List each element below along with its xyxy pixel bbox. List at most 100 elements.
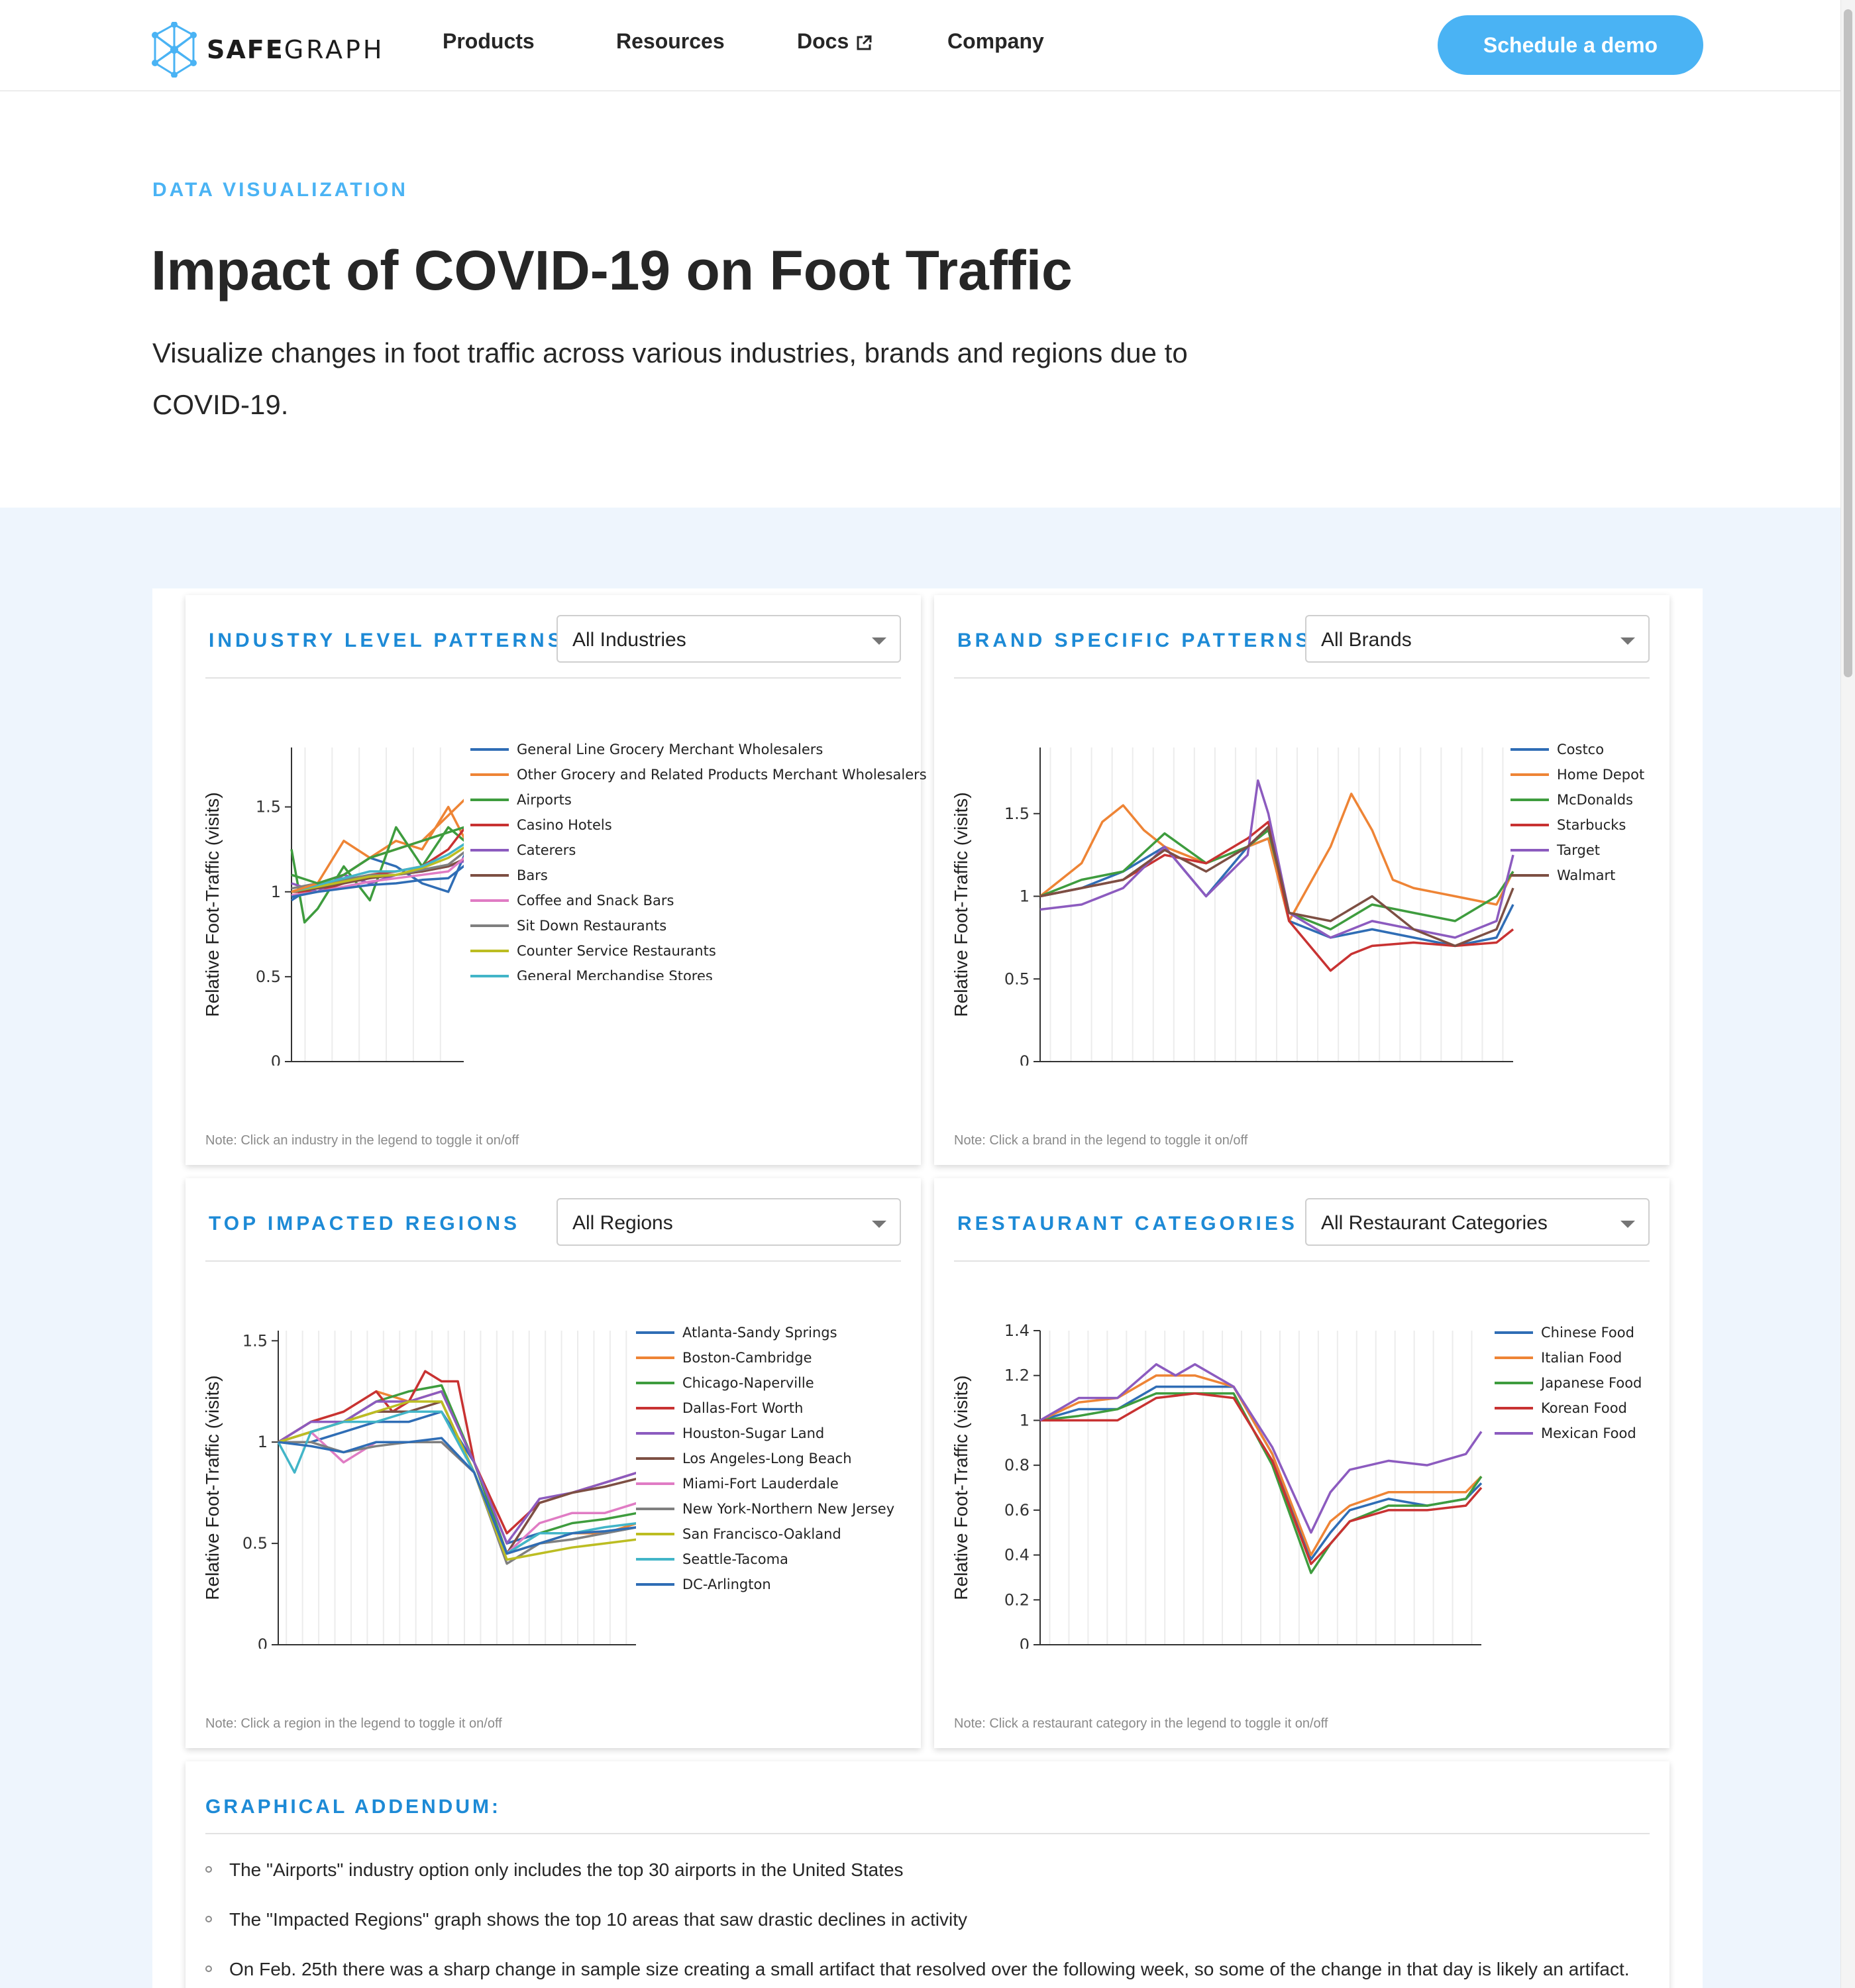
region-select[interactable]: All Regions bbox=[556, 1198, 901, 1246]
legend-swatch bbox=[636, 1482, 674, 1485]
legend-swatch bbox=[636, 1508, 674, 1510]
legend-item[interactable]: Airports bbox=[470, 787, 927, 812]
external-link-icon bbox=[857, 35, 872, 50]
safegraph-logo[interactable]: SAFEGRAPH bbox=[151, 20, 385, 80]
logo-network-icon bbox=[152, 22, 197, 78]
legend-item[interactable]: McDonalds bbox=[1510, 787, 1644, 812]
series-line bbox=[1039, 779, 1514, 939]
chevron-down-icon bbox=[1620, 1221, 1635, 1228]
industry-chart[interactable]: Feb 1Mar 1Apr 1May 1Jun 1Jul 1Aug 1Sep 1… bbox=[186, 721, 464, 1066]
legend-item[interactable]: Caterers bbox=[470, 838, 927, 863]
y-tick-label: 0 bbox=[271, 1052, 281, 1066]
legend-item[interactable]: Home Depot bbox=[1510, 762, 1644, 787]
top-nav: SAFEGRAPH Products Resources Docs Compan… bbox=[0, 0, 1840, 91]
region-chart[interactable]: Feb 1Mar 1Apr 1May 1Jun 1Jul 1Aug 1Sep 1… bbox=[186, 1304, 636, 1649]
series-line bbox=[291, 864, 464, 899]
legend-item[interactable]: Casino Hotels bbox=[470, 812, 927, 838]
legend-item[interactable]: Chicago-Naperville bbox=[636, 1370, 894, 1396]
legend-item[interactable]: Boston-Cambridge bbox=[636, 1345, 894, 1370]
brand-select[interactable]: All Brands bbox=[1305, 615, 1650, 663]
restaurant-legend: Chinese Food Italian Food Japanese Food Kor… bbox=[1495, 1320, 1642, 1446]
region-card-title: TOP IMPACTED REGIONS bbox=[209, 1213, 521, 1235]
legend-item[interactable]: Chinese Food bbox=[1495, 1320, 1642, 1345]
y-tick-label: 0 bbox=[1020, 1635, 1030, 1649]
legend-swatch bbox=[1495, 1407, 1533, 1409]
bullet-icon bbox=[205, 1865, 212, 1873]
legend-item[interactable]: Atlanta-Sandy Springs bbox=[636, 1320, 894, 1345]
legend-item[interactable]: Other Grocery and Related Products Merch… bbox=[470, 762, 927, 787]
legend-label: Italian Food bbox=[1541, 1350, 1622, 1366]
legend-item[interactable]: Coffee and Snack Bars bbox=[470, 888, 927, 913]
legend-item[interactable]: Japanese Food bbox=[1495, 1370, 1642, 1396]
legend-label: Bars bbox=[517, 867, 548, 883]
legend-swatch bbox=[636, 1407, 674, 1409]
restaurant-chart[interactable]: Feb 1Mar 1Apr 1May 1Jun 1Jul 1Aug 1Sep 1… bbox=[934, 1304, 1497, 1649]
brand-select-value: All Brands bbox=[1321, 629, 1412, 651]
legend-item[interactable]: Target bbox=[1510, 838, 1644, 863]
brand-chart[interactable]: Feb 1Mar 1Apr 1May 1Jun 1Jul 1Aug 1Sep 1… bbox=[934, 721, 1517, 1066]
nav-resources[interactable]: Resources bbox=[616, 29, 725, 53]
nav-company[interactable]: Company bbox=[947, 29, 1044, 53]
addendum-item: The "Impacted Regions" graph shows the t… bbox=[205, 1909, 967, 1930]
addendum-item: The "Airports" industry option only incl… bbox=[205, 1859, 904, 1881]
legend-item[interactable]: New York-Northern New Jersey bbox=[636, 1496, 894, 1521]
series-line bbox=[1039, 820, 1514, 972]
y-tick-label: 1 bbox=[1020, 1411, 1030, 1429]
legend-item[interactable]: Starbucks bbox=[1510, 812, 1644, 838]
legend-item[interactable]: Miami-Fort Lauderdale bbox=[636, 1471, 894, 1496]
nav-products[interactable]: Products bbox=[443, 29, 535, 53]
schedule-demo-button[interactable]: Schedule a demo bbox=[1438, 15, 1703, 75]
legend-label: Walmart bbox=[1557, 867, 1616, 883]
legend-item[interactable]: Dallas-Fort Worth bbox=[636, 1396, 894, 1421]
legend-item[interactable]: Seattle-Tacoma bbox=[636, 1547, 894, 1572]
legend-label: Caterers bbox=[517, 842, 576, 858]
industry-select[interactable]: All Industries bbox=[556, 615, 901, 663]
region-card: TOP IMPACTED REGIONS All Regions Feb 1Ma… bbox=[186, 1178, 921, 1748]
y-axis-label: Relative Foot-Traffic (visits) bbox=[202, 792, 223, 1017]
legend-item[interactable]: Mexican Food bbox=[1495, 1421, 1642, 1446]
scrollbar-thumb[interactable] bbox=[1844, 9, 1852, 677]
divider bbox=[205, 1833, 1650, 1834]
page-scrollbar[interactable] bbox=[1840, 0, 1855, 1988]
y-tick-label: 1 bbox=[258, 1433, 268, 1451]
legend-item[interactable]: Korean Food bbox=[1495, 1396, 1642, 1421]
nav-docs[interactable]: Docs bbox=[797, 29, 873, 54]
legend-item[interactable]: General Line Grocery Merchant Wholesaler… bbox=[470, 737, 927, 762]
addendum-card bbox=[186, 1761, 1670, 1988]
legend-swatch bbox=[470, 773, 509, 776]
y-tick-label: 1 bbox=[1020, 887, 1030, 906]
legend-item[interactable]: Costco bbox=[1510, 737, 1644, 762]
legend-label: Japanese Food bbox=[1541, 1375, 1642, 1391]
chevron-down-icon bbox=[872, 637, 886, 645]
industry-card: INDUSTRY LEVEL PATTERNS All Industries F… bbox=[186, 595, 927, 1165]
legend-item[interactable]: Houston-Sugar Land bbox=[636, 1421, 894, 1446]
legend-item[interactable]: Walmart bbox=[1510, 863, 1644, 888]
series-line bbox=[278, 1410, 636, 1545]
legend-item[interactable]: Sit Down Restaurants bbox=[470, 913, 927, 938]
legend-item[interactable]: Los Angeles-Long Beach bbox=[636, 1446, 894, 1471]
series-line bbox=[291, 826, 464, 885]
page-title: Impact of COVID-19 on Foot Traffic bbox=[151, 239, 1073, 302]
legend-item[interactable]: Bars bbox=[470, 863, 927, 888]
legend-swatch bbox=[1510, 874, 1549, 877]
y-tick-label: 1.2 bbox=[1004, 1366, 1030, 1385]
legend-item[interactable]: Italian Food bbox=[1495, 1345, 1642, 1370]
legend-label: Houston-Sugar Land bbox=[682, 1425, 825, 1441]
legend-item[interactable]: General Merchandise Stores bbox=[470, 964, 927, 980]
legend-label: San Francisco-Oakland bbox=[682, 1526, 841, 1542]
series-line bbox=[278, 1384, 636, 1555]
y-tick-label: 0.6 bbox=[1004, 1501, 1030, 1519]
legend-item[interactable]: San Francisco-Oakland bbox=[636, 1521, 894, 1547]
legend-label: Miami-Fort Lauderdale bbox=[682, 1476, 839, 1492]
legend-label: Los Angeles-Long Beach bbox=[682, 1451, 852, 1466]
legend-item[interactable]: Counter Service Restaurants bbox=[470, 938, 927, 964]
restaurant-select[interactable]: All Restaurant Categories bbox=[1305, 1198, 1650, 1246]
restaurant-note: Note: Click a restaurant category in the… bbox=[954, 1716, 1328, 1731]
legend-label: General Line Grocery Merchant Wholesaler… bbox=[517, 742, 823, 757]
legend-label: Casino Hotels bbox=[517, 817, 612, 833]
y-tick-label: 0.5 bbox=[242, 1534, 268, 1553]
legend-swatch bbox=[1495, 1331, 1533, 1334]
legend-item[interactable]: DC-Arlington bbox=[636, 1572, 894, 1597]
legend-swatch bbox=[1495, 1382, 1533, 1384]
legend-label: Seattle-Tacoma bbox=[682, 1551, 788, 1567]
